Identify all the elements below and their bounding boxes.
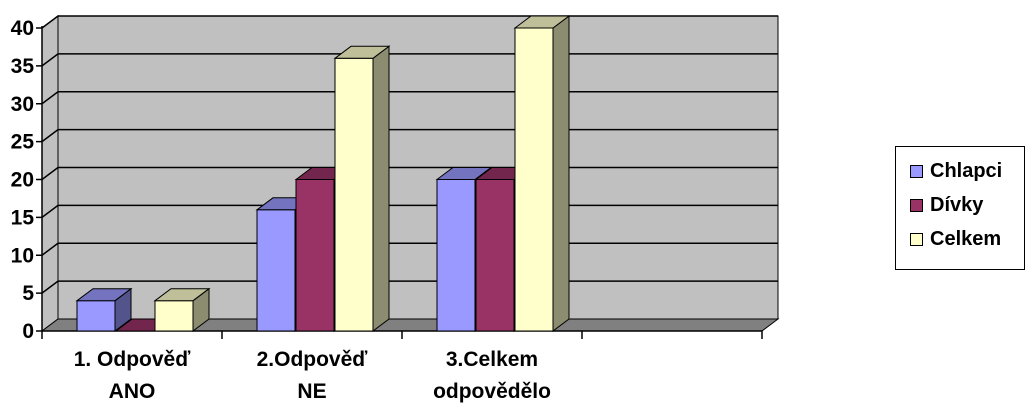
y-tick-label: 40: [11, 17, 34, 40]
bar: [333, 45, 391, 332]
legend: Chlapci Dívky Celkem: [895, 146, 1025, 270]
bar-front: [295, 179, 335, 332]
legend-label: Chlapci: [930, 159, 1003, 182]
legend-item: Dívky: [910, 193, 983, 217]
bars: [75, 15, 571, 332]
x-category-labels: 1. Odpověď ANO 2.Odpověď NE 3.Celkem odpovědě…: [74, 348, 551, 403]
x-category-label: 1. Odpověď: [74, 348, 192, 371]
legend-swatch: [910, 232, 923, 246]
x-category-label: ANO: [109, 380, 156, 403]
y-tick-label: 0: [22, 320, 34, 343]
y-tick-label: 30: [11, 93, 34, 116]
bar: [75, 287, 133, 332]
bar-front: [514, 27, 554, 332]
bar-front: [76, 300, 116, 332]
bar-side: [552, 15, 570, 332]
legend-swatch: [910, 164, 923, 178]
y-tick-label: 10: [11, 244, 34, 267]
y-tick-label: 25: [11, 131, 35, 154]
bar-front: [154, 300, 194, 332]
bar-front: [256, 209, 296, 332]
bar: [513, 15, 571, 332]
bar-front: [334, 57, 374, 332]
bar-front: [436, 179, 476, 332]
bar-front: [475, 179, 515, 332]
bar-top: [153, 288, 211, 302]
chart-walls: [40, 15, 780, 332]
bar: [153, 287, 211, 332]
bar-side: [372, 45, 390, 332]
legend-item: Celkem: [910, 227, 1001, 251]
bar-top: [513, 15, 571, 29]
bar-top: [435, 167, 493, 180]
y-tick-label: 20: [11, 169, 34, 192]
legend-swatch: [910, 198, 923, 212]
legend-item: Chlapci: [910, 159, 1002, 183]
legend-label: Celkem: [930, 227, 1002, 250]
x-category-label: NE: [297, 380, 326, 403]
x-category-label: 3.Celkem: [446, 348, 538, 371]
bar-top: [75, 288, 133, 302]
x-category-label: odpovědělo: [433, 380, 551, 403]
y-tick-label: 35: [11, 55, 35, 78]
x-category-label: 2.Odpověď: [257, 348, 369, 371]
bar-top: [333, 45, 391, 59]
legend-label: Dívky: [930, 193, 984, 216]
y-tick-label: 15: [11, 206, 35, 229]
y-tick-label: 5: [22, 282, 34, 305]
y-tick-labels: 0 5 10 15 20 25 30 35 40: [11, 17, 35, 343]
